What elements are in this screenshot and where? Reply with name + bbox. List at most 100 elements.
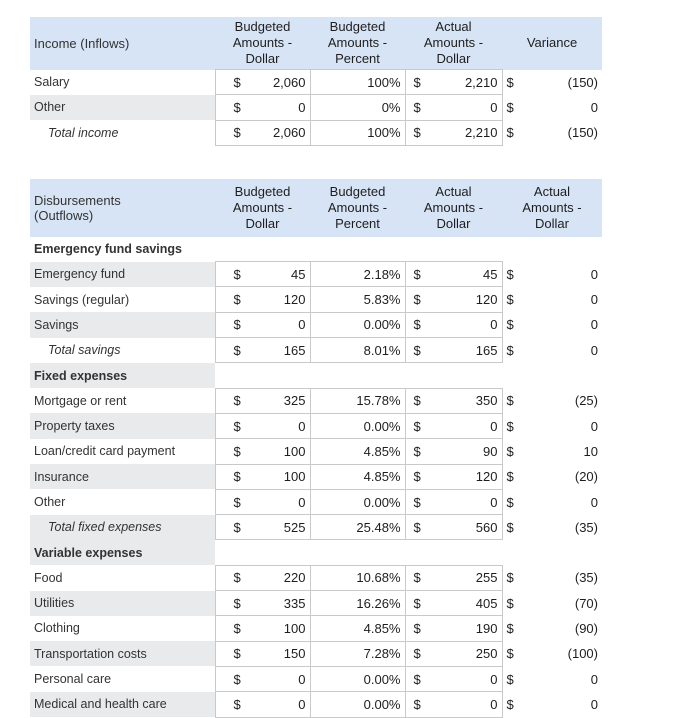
budgeted-percent-value: 7.28% [363,646,401,662]
variance-value: 0 [590,292,598,308]
table-row: Salary $2,060 100% $2,210 $ (150) [30,68,602,96]
budgeted-dollar-cell[interactable]: $0 [214,311,311,339]
actual-dollar-cell[interactable]: $0 [404,412,503,440]
budgeted-percent-cell[interactable]: 25.48% [309,514,406,541]
budgeted-dollar-cell[interactable]: $525 [214,514,311,541]
budgeted-dollar-cell[interactable]: $0 [214,488,311,516]
header-text: Percent [335,215,380,231]
budgeted-percent-cell[interactable]: 7.28% [309,640,406,667]
actual-dollar-cell[interactable]: $120 [404,286,503,313]
budgeted-percent-value: 4.85% [363,443,401,459]
actual-dollar-cell[interactable]: $190 [404,615,503,642]
budgeted-dollar-cell[interactable]: $220 [214,564,311,592]
budgeted-percent-cell[interactable]: 4.85% [309,438,406,465]
header-text: Actual [533,183,571,199]
budgeted-percent-cell[interactable]: 16.26% [309,590,406,617]
currency-sign: $ [233,317,241,333]
variance-value: (25) [574,393,598,409]
budgeted-percent-cell[interactable]: 100% [309,68,406,96]
budgeted-dollar-cell[interactable]: $45 [214,261,311,288]
outflows-header-actual-dollar-2: Actual Amounts - Dollar [502,178,602,237]
budgeted-percent-cell[interactable]: 15.78% [309,387,406,414]
actual-dollar-value: 0 [490,317,498,333]
budgeted-dollar-cell[interactable]: $100 [214,438,311,465]
budgeted-dollar-cell[interactable]: $325 [214,387,311,414]
budgeted-percent-cell[interactable]: 5.83% [309,286,406,313]
section-title-savings: Emergency fund savings [30,236,215,262]
actual-dollar-cell[interactable]: $350 [404,387,503,414]
budgeted-dollar-cell[interactable]: $0 [214,412,311,440]
actual-dollar-cell[interactable]: $405 [404,590,503,617]
currency-sign: $ [233,266,241,282]
actual-dollar-cell[interactable]: $0 [404,691,503,718]
actual-dollar-cell[interactable]: $0 [404,94,503,121]
actual-dollar-cell[interactable]: $560 [404,514,503,541]
section-row-fixed: Fixed expenses [30,362,602,389]
budgeted-dollar-cell[interactable]: $335 [214,590,311,617]
budgeted-dollar-cell[interactable]: $100 [214,615,311,642]
budgeted-percent-cell[interactable]: 0.00% [309,665,406,693]
budgeted-dollar-value: 2,060 [272,125,306,141]
budgeted-dollar-cell[interactable]: $0 [214,691,311,718]
budgeted-dollar-cell[interactable]: $0 [214,665,311,693]
header-text: Amounts - [232,199,293,215]
budgeted-percent-cell[interactable]: 2.18% [309,261,406,288]
budgeted-percent-value: 100% [367,74,401,90]
actual-dollar-cell[interactable]: $165 [404,337,503,364]
actual-dollar-cell[interactable]: $45 [404,261,503,288]
currency-sign: $ [233,469,241,485]
actual-dollar-cell[interactable]: $255 [404,564,503,592]
budgeted-dollar-cell[interactable]: $2,060 [214,119,311,146]
budgeted-percent-cell[interactable]: 4.85% [309,615,406,642]
actual-dollar-cell[interactable]: $0 [404,665,503,693]
variance-cell: $ (150) [502,120,602,145]
budgeted-percent-value: 0% [381,99,401,115]
budgeted-dollar-cell[interactable]: $150 [214,640,311,667]
budgeted-percent-cell[interactable]: 4.85% [309,463,406,490]
budgeted-dollar-cell[interactable]: $100 [214,463,311,490]
budgeted-percent-cell[interactable]: 0.00% [309,488,406,516]
budgeted-dollar-value: 0 [298,317,306,333]
budgeted-percent-cell[interactable]: 0.00% [309,691,406,718]
budgeted-dollar-cell[interactable]: $0 [214,94,311,121]
variance-cell: $0 [502,287,602,312]
table-row: Savings $0 0.00% $0 $0 [30,311,602,339]
actual-dollar-value: 0 [490,696,498,712]
variance-cell: $ (70) [502,591,602,616]
variance-value: (35) [574,570,598,586]
budgeted-percent-cell[interactable]: 10.68% [309,564,406,592]
actual-dollar-cell[interactable]: $90 [404,438,503,465]
row-label: Clothing [30,615,215,642]
actual-dollar-cell[interactable]: $2,210 [404,68,503,96]
budgeted-percent-cell[interactable]: 0.00% [309,311,406,339]
actual-dollar-cell[interactable]: $0 [404,488,503,516]
variable-rows: Food $220 10.68% $255 $ (35) Utilities $335 16.2… [30,564,602,718]
currency-sign: $ [506,292,514,308]
budgeted-percent-cell[interactable]: 8.01% [309,337,406,364]
budgeted-dollar-cell[interactable]: $165 [214,337,311,364]
currency-sign: $ [506,519,514,535]
currency-sign: $ [233,494,241,510]
variance-value: (90) [574,620,598,636]
currency-sign: $ [233,696,241,712]
budgeted-dollar-cell[interactable]: $120 [214,286,311,313]
budgeted-percent-cell[interactable]: 0% [309,94,406,121]
budgeted-dollar-cell[interactable]: $2,060 [214,68,311,96]
actual-dollar-cell[interactable]: $250 [404,640,503,667]
actual-dollar-cell[interactable]: $2,210 [404,119,503,146]
table-row: Mortgage or rent $325 15.78% $350 $ (25) [30,387,602,414]
variance-value: (100) [567,646,598,662]
table-row: Other $0 0% $0 $0 [30,94,602,121]
budgeted-dollar-value: 45 [291,266,306,282]
budgeted-percent-cell[interactable]: 0.00% [309,412,406,440]
row-label: Personal care [30,666,215,692]
variance-cell: $ (35) [502,565,602,590]
actual-dollar-value: 0 [490,671,498,687]
actual-dollar-cell[interactable]: $120 [404,463,503,490]
variance-value: 0 [590,494,598,510]
actual-dollar-cell[interactable]: $0 [404,311,503,339]
budgeted-percent-cell[interactable]: 100% [309,119,406,146]
row-label: Medical and health care [30,691,215,718]
actual-dollar-value: 165 [475,342,498,358]
currency-sign: $ [506,671,514,687]
